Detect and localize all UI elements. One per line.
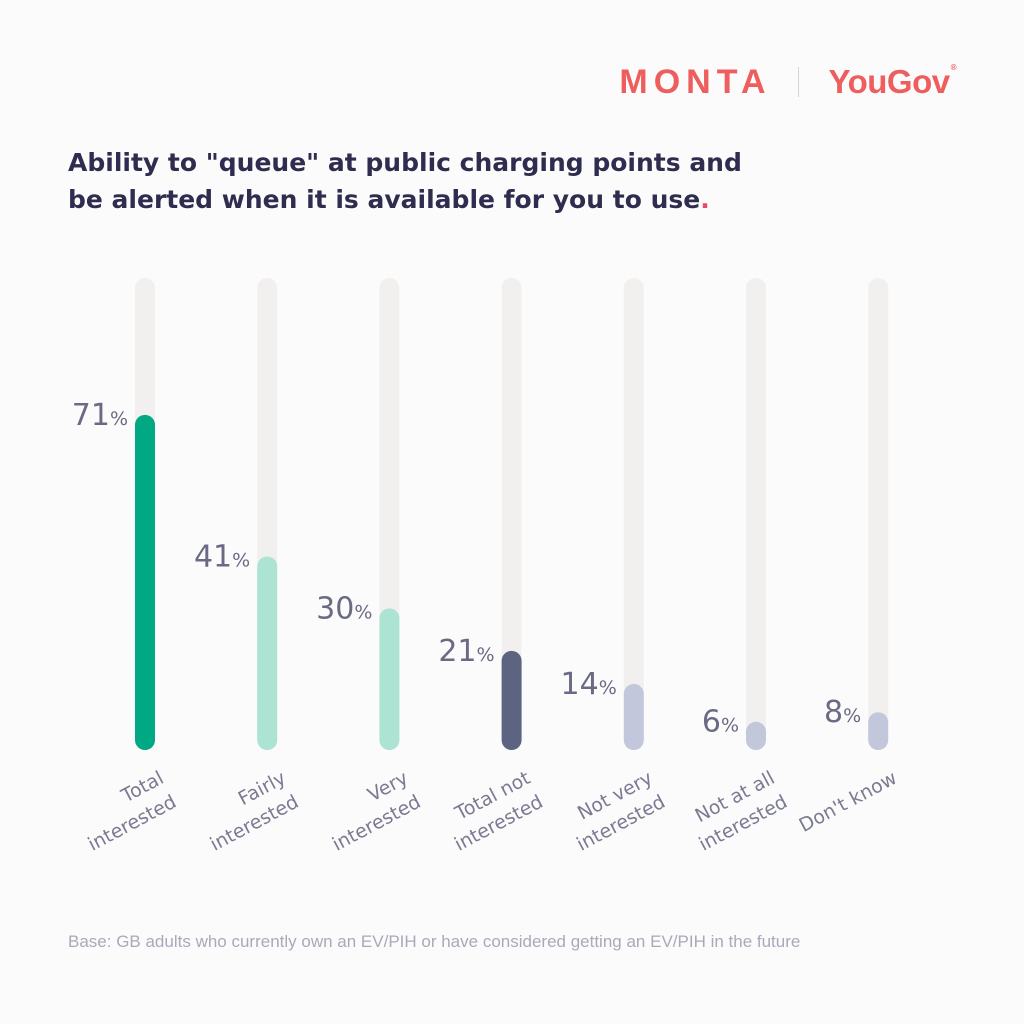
registered-mark: ® — [950, 63, 957, 72]
value-number: 6 — [702, 705, 721, 740]
bar — [623, 683, 644, 750]
category-label: Don't know — [796, 767, 901, 837]
category-label: Fairlyinterested — [194, 767, 302, 856]
bar-group: 21% Total notinterested — [438, 278, 547, 856]
bar-track — [868, 278, 889, 750]
value-percent-sign: % — [110, 408, 128, 430]
value-number: 30 — [316, 591, 354, 626]
bar — [379, 608, 400, 750]
chart-title-line-1: Ability to "queue" at public charging po… — [68, 148, 742, 177]
bar — [501, 650, 522, 750]
yougov-logo-text: YouGov — [828, 63, 951, 100]
category-label: Veryinterested — [316, 767, 424, 856]
footnote: Base: GB adults who currently own an EV/… — [68, 932, 801, 951]
category-label-line: Don't know — [796, 767, 901, 837]
value-label: 30% — [316, 591, 372, 626]
bar-group: 8% Don't know — [796, 278, 901, 837]
value-percent-sign: % — [232, 549, 250, 571]
bar — [135, 414, 155, 750]
value-label: 6% — [702, 705, 739, 740]
value-number: 14 — [561, 667, 599, 702]
value-percent-sign: % — [843, 705, 861, 727]
bar-track — [746, 278, 766, 750]
bar-group: 41% Fairlyinterested — [194, 278, 302, 856]
bar-group: 6% Not at allinterested — [683, 278, 791, 856]
brand-logos: MONTA YouGov® — [619, 60, 956, 104]
bar — [868, 712, 889, 750]
category-label: Total notinterested — [438, 767, 546, 856]
value-percent-sign: % — [354, 601, 372, 623]
value-percent-sign: % — [599, 677, 617, 699]
value-label: 8% — [824, 695, 861, 730]
value-label: 41% — [194, 539, 250, 574]
value-number: 21 — [438, 634, 476, 669]
logo-divider — [797, 67, 799, 97]
yougov-logo: YouGov® — [828, 63, 957, 101]
value-label: 71% — [72, 398, 128, 433]
value-number: 71 — [72, 398, 110, 433]
chart-title-line-2: be alerted when it is available for you … — [68, 185, 701, 214]
value-percent-sign: % — [477, 644, 495, 666]
bar-group: 71% Totalinterested — [72, 278, 180, 856]
value-number: 41 — [194, 539, 232, 574]
bar-track — [501, 278, 522, 750]
bar — [746, 721, 766, 750]
bar-track — [623, 278, 644, 750]
monta-logo: MONTA — [619, 62, 772, 101]
category-label: Not veryinterested — [560, 767, 668, 856]
chart-title: Ability to "queue" at public charging po… — [68, 144, 828, 218]
bar-group: 30% Veryinterested — [316, 278, 424, 856]
value-number: 8 — [824, 695, 843, 730]
bar-group: 14% Not veryinterested — [560, 278, 669, 856]
bar — [257, 556, 278, 750]
value-label: 21% — [438, 634, 494, 669]
category-label: Not at allinterested — [683, 767, 791, 856]
chart-title-dot: . — [700, 185, 710, 214]
value-percent-sign: % — [721, 715, 739, 737]
category-label: Totalinterested — [72, 767, 180, 856]
value-label: 14% — [561, 667, 617, 702]
